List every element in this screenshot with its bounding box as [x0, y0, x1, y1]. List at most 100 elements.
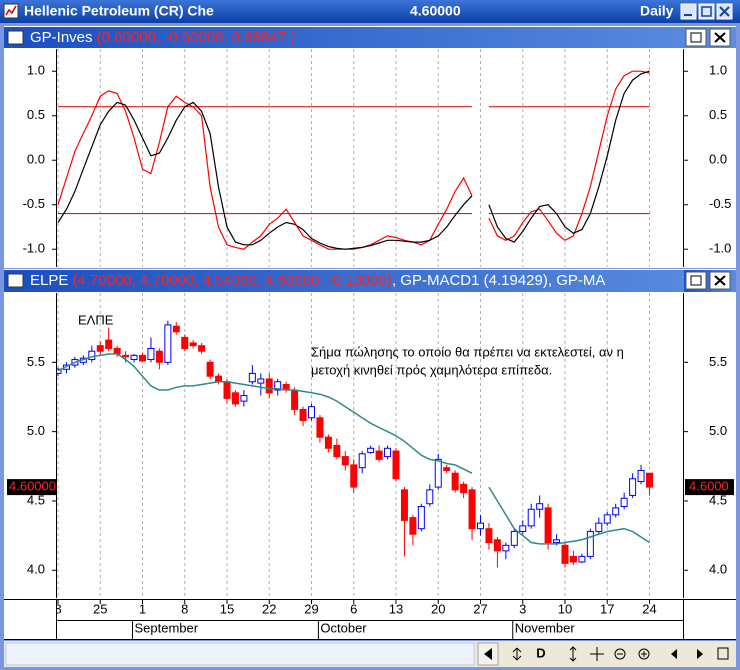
indicator-line: [57, 70, 650, 250]
zoom-in-button[interactable]: [638, 648, 650, 660]
period-button[interactable]: D: [536, 645, 545, 660]
candle-body: [451, 472, 459, 491]
minimize-button[interactable]: [680, 3, 697, 20]
candle-body: [96, 345, 104, 352]
price-panel: [4, 269, 736, 599]
symbol-ohlc: (4.70000, 4.70000, 4.54000, 4.60000, -0.…: [73, 272, 392, 289]
candle-body: [88, 350, 96, 361]
date-label: 8: [54, 601, 61, 616]
prev-button[interactable]: [671, 649, 677, 659]
date-label: 6: [350, 601, 357, 616]
next-button[interactable]: [697, 649, 703, 659]
candle-body: [358, 453, 366, 469]
date-label: 17: [600, 601, 614, 616]
panel-restore-glyph: [690, 32, 702, 43]
candle-body: [460, 483, 468, 494]
panel-header: [4, 27, 736, 48]
candle-body: [350, 464, 358, 488]
symbol-annotation: ΕΛΠΕ: [78, 312, 114, 327]
candle-body: [172, 325, 180, 333]
layout-button[interactable]: [717, 647, 729, 660]
indicator-params: (0.60000, -0.60000, 0.98847 ): [97, 29, 296, 46]
last-price-label: 4.60000: [9, 479, 56, 494]
candle-body: [561, 544, 569, 564]
y-tick-label: -1.0: [23, 241, 45, 256]
indicator-panel: [4, 26, 736, 268]
candle-body: [215, 375, 223, 383]
indicator-line: [57, 70, 650, 250]
date-label: 20: [431, 601, 445, 616]
panel-restore-button[interactable]: [685, 28, 707, 47]
title-bar: [0, 0, 740, 23]
zoom-in-glyph: [641, 651, 647, 657]
candle-body: [139, 354, 146, 362]
panel-close-glyph: [714, 32, 726, 43]
candle-body: [578, 555, 586, 563]
date-labels: 8 25 1 8 15 22 29 6 13 20 27 3 10 17 24 September Octobe…: [54, 600, 657, 639]
candle-body: [400, 489, 408, 521]
candle-body: [637, 469, 645, 483]
y-tick-label: 5.5: [709, 354, 727, 369]
candle-body: [646, 472, 653, 488]
indicator-plot: [57, 49, 650, 267]
candle-body: [392, 450, 400, 480]
candle-body: [155, 350, 163, 363]
zoom-out-button[interactable]: [614, 648, 626, 660]
indicator-name: GP-Inves: [30, 29, 93, 46]
y-tick-label: 1.0: [709, 63, 727, 78]
candle-body: [231, 392, 239, 405]
date-label: 24: [642, 601, 656, 616]
candle-body: [274, 381, 282, 391]
candle-body: [147, 347, 155, 361]
y-tick-label: 4.5: [709, 492, 727, 507]
annotation-text: μετοχή κινηθεί πρός χαμηλότερα επίπεδα.: [311, 362, 552, 377]
candle-body: [130, 354, 138, 361]
pan-button[interactable]: [590, 647, 604, 661]
window-price: 4.60000: [410, 3, 461, 19]
candle-body: [477, 522, 484, 530]
candle-body: [612, 507, 620, 516]
candle-body: [519, 525, 527, 532]
annotation-text: Σήμα πώλησης το οποίο θα πρέπει να εκτελ…: [311, 344, 624, 359]
candle-body: [164, 324, 172, 363]
axes: 1.0 1.0 0.5 0.5 0.0 0.0 -0.5 -0.5 -1.0 -1.0 5.5 5.5…: [7, 63, 734, 577]
candle-body: [536, 503, 544, 510]
candle-body: [308, 406, 315, 419]
y-tick-label: -0.5: [709, 196, 731, 211]
y-tick-label: 1.0: [27, 63, 45, 78]
y-tick-label: 5.0: [27, 423, 45, 438]
month-label: November: [515, 620, 576, 635]
date-label: 27: [473, 601, 487, 616]
y-tick-label: 4.0: [27, 562, 45, 577]
y-tick-label: 0.5: [27, 107, 45, 122]
candle-body: [510, 530, 518, 546]
panel-title: GP-Inves (0.60000, -0.60000, 0.98847 ): [30, 29, 295, 46]
scroll-track[interactable]: [5, 642, 475, 666]
restore-glyph: [701, 6, 712, 17]
symbol-name: ELPE: [30, 272, 68, 289]
panel-header: [4, 270, 736, 292]
y-tick-label: 4.0: [709, 562, 727, 577]
candle-body: [324, 436, 332, 449]
candle-body: [291, 389, 299, 410]
candle-body: [248, 372, 256, 383]
toolbar-buttons: D: [477, 642, 729, 666]
panel-restore-button[interactable]: [685, 271, 707, 290]
candle-body: [409, 517, 417, 535]
close-glyph: [719, 6, 730, 17]
candle-body: [57, 368, 62, 374]
month-label: October: [320, 620, 367, 635]
date-label: 8: [181, 601, 188, 616]
candle-body: [265, 378, 273, 394]
candle-body: [586, 530, 594, 557]
window-period: Daily: [640, 3, 674, 19]
vzoom-button[interactable]: [569, 646, 577, 662]
candle-body: [569, 555, 577, 563]
last-price-label: 4.6000: [689, 479, 729, 494]
candle-body: [384, 447, 392, 458]
toggle-glyph[interactable]: [512, 647, 522, 661]
date-label: 13: [389, 601, 403, 616]
candle-body: [620, 497, 628, 508]
candle-body: [333, 445, 341, 458]
candle-body: [367, 447, 375, 453]
